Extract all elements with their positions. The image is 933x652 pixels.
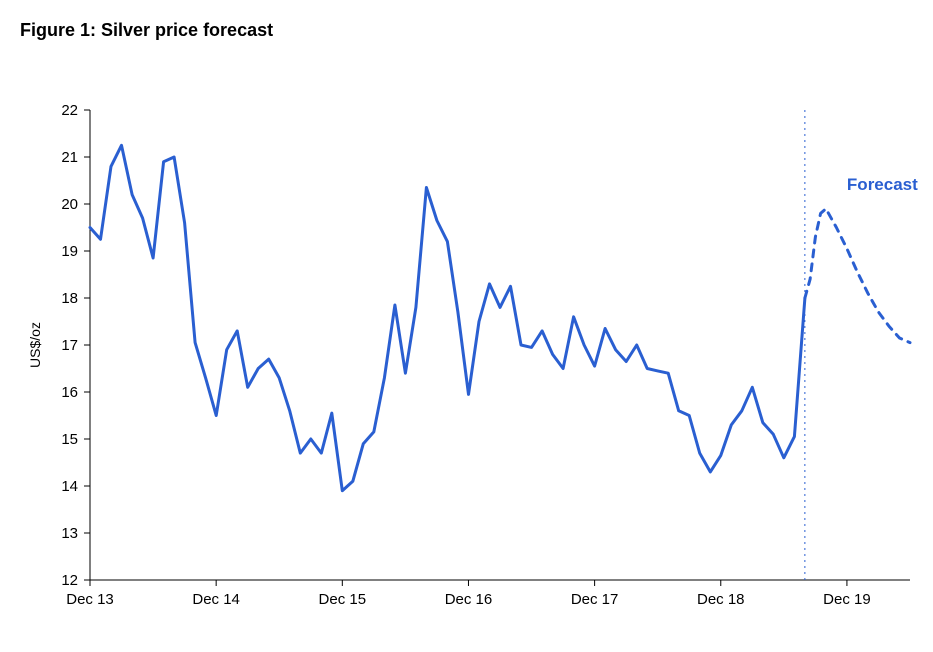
- y-tick-label: 22: [61, 102, 78, 119]
- y-tick-label: 21: [61, 149, 78, 166]
- x-tick-label: Dec 14: [192, 591, 240, 608]
- y-tick-label: 18: [61, 290, 78, 307]
- y-tick-label: 13: [61, 525, 78, 542]
- figure-title: Figure 1: Silver price forecast: [20, 20, 273, 41]
- silver-price-chart: 12 13 14 15 16 17 18 19 20 21 22 US$/oz Dec 13 Dec 14…: [20, 100, 920, 630]
- x-tick-label: Dec 18: [697, 591, 745, 608]
- y-tick-label: 12: [61, 572, 78, 589]
- y-tick-label: 15: [61, 431, 78, 448]
- x-tick-label: Dec 13: [66, 591, 114, 608]
- x-tick-label: Dec 19: [823, 591, 871, 608]
- y-tick-label: 16: [61, 384, 78, 401]
- forecast-annotation: Forecast: [847, 175, 918, 194]
- y-axis-title: US$/oz: [27, 322, 43, 368]
- y-tick-label: 20: [61, 196, 78, 213]
- series-historical: [90, 145, 805, 490]
- x-tick-label: Dec 17: [571, 591, 619, 608]
- y-tick-label: 14: [61, 478, 78, 495]
- x-tick-label: Dec 16: [445, 591, 493, 608]
- series-forecast: [805, 209, 910, 343]
- y-tick-label: 17: [61, 337, 78, 354]
- x-tick-label: Dec 15: [319, 591, 367, 608]
- y-tick-label: 19: [61, 243, 78, 260]
